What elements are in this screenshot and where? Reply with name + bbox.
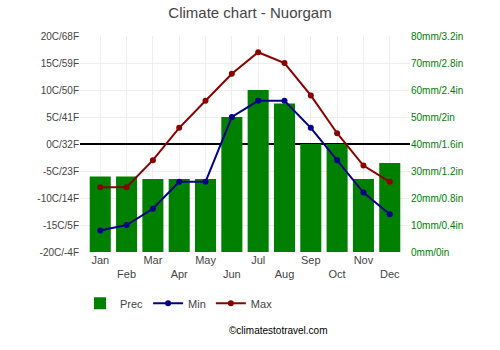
svg-text:80mm/3.2in: 80mm/3.2in (411, 31, 463, 42)
svg-text:10mm/0.4in: 10mm/0.4in (411, 220, 463, 231)
svg-text:70mm/2.8in: 70mm/2.8in (411, 58, 463, 69)
svg-text:Aug: Aug (275, 268, 295, 280)
svg-text:Nov: Nov (354, 254, 374, 266)
svg-text:Oct: Oct (329, 268, 346, 280)
svg-text:Mar: Mar (143, 254, 162, 266)
svg-text:30mm/1.2in: 30mm/1.2in (411, 166, 463, 177)
svg-text:-15C/5F: -15C/5F (43, 220, 79, 231)
svg-text:-5C/23F: -5C/23F (43, 166, 79, 177)
svg-text:60mm/2.4in: 60mm/2.4in (411, 85, 463, 96)
svg-text:50mm/2in: 50mm/2in (411, 112, 455, 123)
svg-text:Apr: Apr (171, 268, 188, 280)
svg-text:Jan: Jan (91, 254, 109, 266)
svg-text:Jul: Jul (251, 254, 265, 266)
svg-text:15C/59F: 15C/59F (41, 58, 79, 69)
svg-text:-20C/-4F: -20C/-4F (40, 247, 79, 258)
svg-text:-10C/14F: -10C/14F (37, 193, 79, 204)
svg-text:May: May (195, 254, 216, 266)
svg-text:Min: Min (188, 298, 206, 310)
svg-text:Prec: Prec (120, 298, 143, 310)
svg-text:20C/68F: 20C/68F (41, 31, 79, 42)
svg-text:Jun: Jun (223, 268, 241, 280)
svg-text:Climate chart - Nuorgam: Climate chart - Nuorgam (168, 4, 331, 21)
svg-text:10C/50F: 10C/50F (41, 85, 79, 96)
svg-text:40mm/1.6in: 40mm/1.6in (411, 139, 463, 150)
svg-text:0mm/0in: 0mm/0in (411, 247, 449, 258)
svg-text:20mm/0.8in: 20mm/0.8in (411, 193, 463, 204)
svg-text:Dec: Dec (380, 268, 400, 280)
svg-text:5C/41F: 5C/41F (46, 112, 79, 123)
svg-text:0C/32F: 0C/32F (46, 139, 79, 150)
svg-text:Sep: Sep (301, 254, 321, 266)
svg-text:Feb: Feb (117, 268, 136, 280)
svg-text:Max: Max (251, 298, 272, 310)
svg-text:©climatestotravel.com: ©climatestotravel.com (229, 325, 328, 336)
